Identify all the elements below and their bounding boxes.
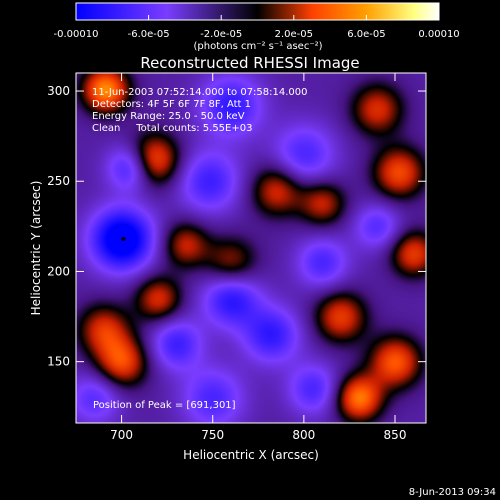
x-axis-label: Heliocentric X (arcsec) (183, 448, 319, 462)
y-tick-label: 200 (47, 264, 70, 278)
colorbar-units-label: (photons cm⁻² s⁻¹ asec⁻²) (193, 41, 322, 52)
footer-timestamp: 8-Jun-2013 09:34 (409, 487, 496, 498)
chart-title: Reconstructed RHESSI Image (140, 54, 359, 72)
x-tick-label: 850 (384, 428, 407, 442)
annotation-block: 11-Jun-2003 07:52:14.000 to 07:58:14.000… (92, 87, 308, 411)
heatmap-container (76, 73, 426, 423)
colorbar-ticks: -0.00010 -6.0e-05 -2.0e-05 2.0e-05 6.0e-05 0.… (54, 15, 460, 40)
peak-position-label: Position of Peak = [691,301] (93, 400, 236, 411)
y-axis: 150 200 250 300 (47, 84, 426, 369)
y-tick-label: 300 (47, 84, 70, 98)
plot-frame (75, 72, 427, 424)
colorbar-tick-label: 0.00010 (418, 29, 459, 40)
x-axis: 700 750 800 850 (110, 73, 406, 442)
colorbar-tick-label: 6.0e-05 (347, 29, 385, 40)
x-tick-label: 800 (292, 428, 315, 442)
colorbar-tick-label: -6.0e-05 (128, 29, 170, 40)
colorbar-tick-label: -2.0e-05 (200, 29, 242, 40)
annotation-counts: Clean Total counts: 5.55E+03 (92, 123, 252, 134)
annotation-energy: Energy Range: 25.0 - 50.0 keV (92, 111, 245, 122)
y-axis-label: Heliocentric Y (arcsec) (29, 181, 43, 316)
annotation-time: 11-Jun-2003 07:52:14.000 to 07:58:14.000 (92, 87, 308, 98)
x-tick-label: 750 (201, 428, 224, 442)
y-tick-label: 150 (47, 355, 70, 369)
colorbar-gradient (75, 2, 440, 21)
colorbar: -0.00010 -6.0e-05 -2.0e-05 2.0e-05 6.0e-05 0.… (54, 2, 460, 52)
heatmap-image (76, 73, 426, 423)
x-tick-label: 700 (110, 428, 133, 442)
annotation-detectors: Detectors: 4F 5F 6F 7F 8F, Att 1 (92, 99, 251, 110)
colorbar-tick-label: 2.0e-05 (275, 29, 313, 40)
minimum-marker (121, 236, 126, 241)
y-tick-label: 250 (47, 174, 70, 188)
colorbar-tick-label: -0.00010 (54, 29, 99, 40)
